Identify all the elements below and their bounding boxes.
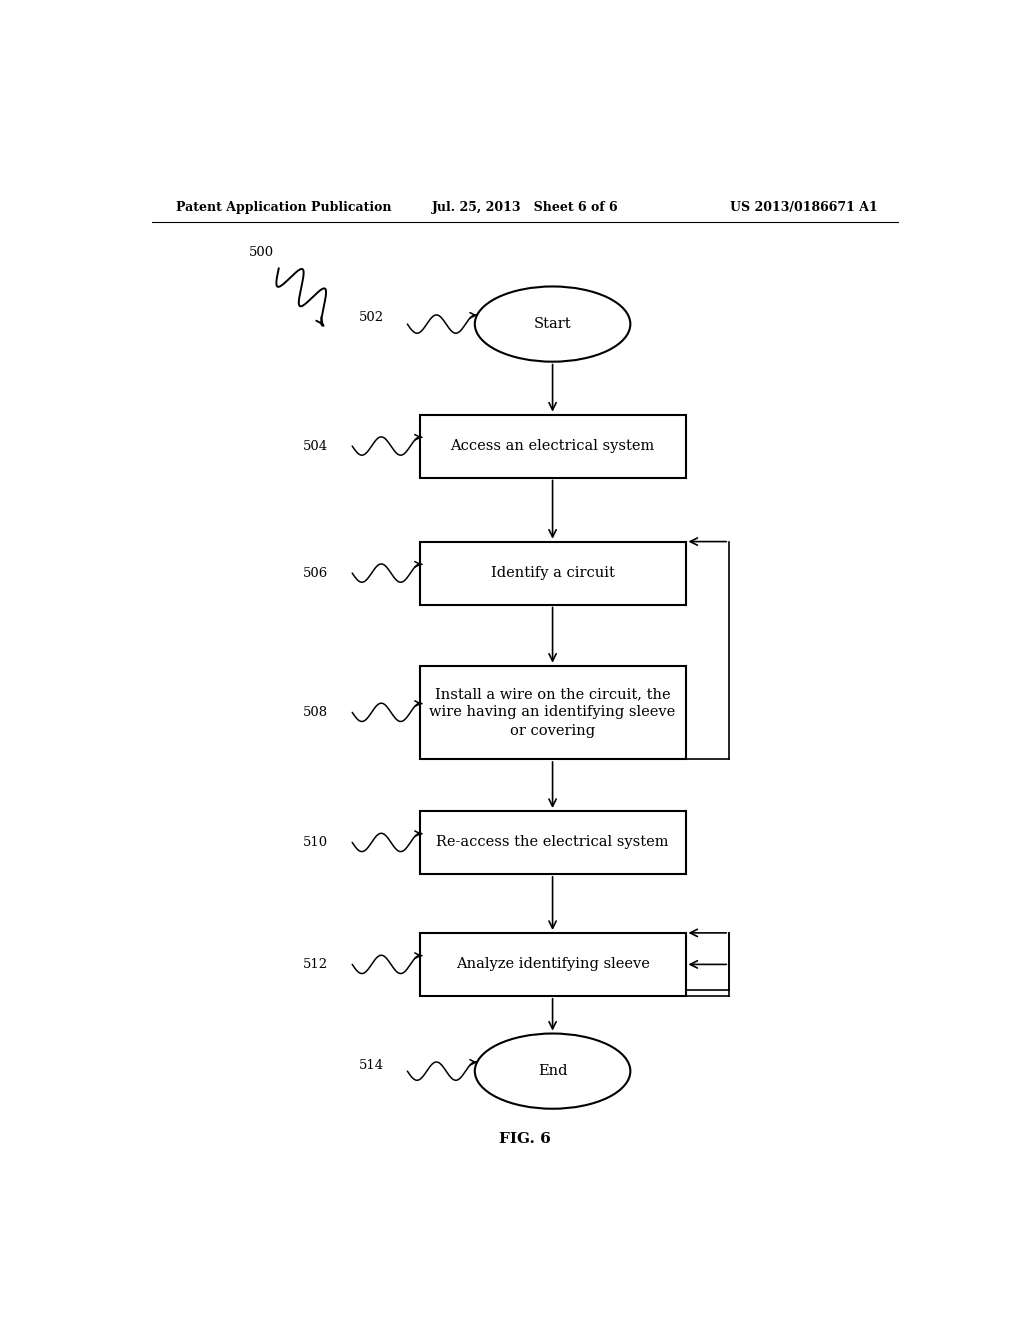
Text: 510: 510 [303,836,329,849]
Text: 502: 502 [358,312,384,325]
Text: Install a wire on the circuit, the
wire having an identifying sleeve
or covering: Install a wire on the circuit, the wire … [429,686,676,738]
Text: FIG. 6: FIG. 6 [499,1133,551,1146]
Text: 504: 504 [303,440,329,453]
Text: 508: 508 [303,706,329,719]
Text: 506: 506 [303,566,329,579]
Text: Patent Application Publication: Patent Application Publication [176,201,391,214]
Text: Start: Start [534,317,571,331]
Text: Jul. 25, 2013   Sheet 6 of 6: Jul. 25, 2013 Sheet 6 of 6 [431,201,618,214]
Text: Analyze identifying sleeve: Analyze identifying sleeve [456,957,649,972]
Text: Access an electrical system: Access an electrical system [451,440,654,453]
Text: 514: 514 [358,1059,384,1072]
Text: US 2013/0186671 A1: US 2013/0186671 A1 [730,201,878,214]
Text: End: End [538,1064,567,1078]
Text: 512: 512 [303,958,329,972]
Text: 500: 500 [249,247,273,260]
Text: Re-access the electrical system: Re-access the electrical system [436,836,669,850]
Text: Identify a circuit: Identify a circuit [490,566,614,579]
